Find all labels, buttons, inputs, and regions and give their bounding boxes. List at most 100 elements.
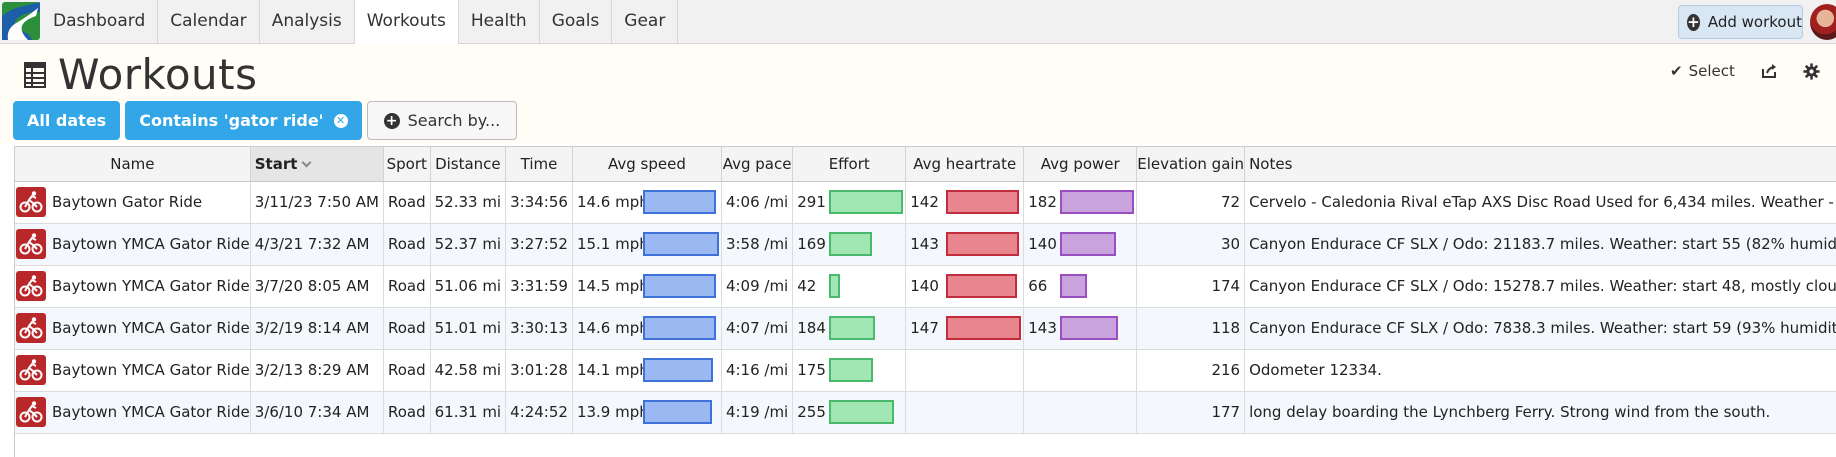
table-row[interactable]: Baytown Gator Ride 3/11/23 7:50 AM Road 52.…: [15, 181, 1836, 224]
contains-label: Contains 'gator ride': [139, 111, 324, 130]
search-by-button[interactable]: + Search by...: [366, 101, 518, 140]
avg-heartrate-cell: 142: [905, 181, 1025, 224]
workout-name[interactable]: Baytown YMCA Gator Ride: [52, 277, 250, 295]
workout-name[interactable]: Baytown YMCA Gator Ride: [52, 235, 250, 253]
avg-power-value: 66: [1028, 277, 1048, 295]
select-label: Select: [1688, 62, 1735, 80]
avg-heartrate-value: 147: [910, 319, 939, 337]
avg-power-cell: 143: [1023, 307, 1138, 350]
avg-speed-value: 13.9 mph: [576, 403, 649, 421]
avg-power-bar: [1060, 316, 1119, 340]
effort-value: 291: [797, 193, 826, 211]
col-header-avg-heartrate[interactable]: Avg heartrate: [905, 147, 1025, 182]
plus-circle-icon: +: [383, 112, 400, 129]
name-cell[interactable]: Baytown YMCA Gator Ride: [15, 223, 251, 266]
workout-name[interactable]: Baytown YMCA Gator Ride: [52, 403, 250, 421]
top-nav: Dashboard Calendar Analysis Workouts Hea…: [0, 0, 1836, 45]
workouts-table: Name Start Sport Distance Time Avg speed…: [14, 146, 1836, 457]
time-cell: 3:30:13: [505, 307, 573, 350]
avg-pace-cell: 3:58 /mi: [721, 223, 794, 266]
distance-cell: 52.33 mi: [430, 181, 507, 224]
name-cell[interactable]: Baytown YMCA Gator Ride: [15, 349, 251, 392]
avg-heartrate-cell: 147: [905, 307, 1025, 350]
effort-cell: 169: [792, 223, 907, 266]
tab-dashboard[interactable]: Dashboard: [41, 0, 159, 44]
avg-heartrate-cell: 143: [905, 223, 1025, 266]
avg-heartrate-value: 143: [910, 235, 939, 253]
col-header-avg-speed[interactable]: Avg speed: [572, 147, 722, 182]
avg-heartrate-bar: [946, 232, 1020, 256]
table-row[interactable]: Baytown YMCA Gator Ride 3/6/10 7:34 AM Roa…: [15, 391, 1836, 434]
avg-speed-value: 14.6 mph: [576, 319, 649, 337]
share-icon[interactable]: [1761, 63, 1777, 79]
col-header-name[interactable]: Name: [15, 147, 251, 182]
col-header-distance[interactable]: Distance: [430, 147, 507, 182]
contains-filter[interactable]: Contains 'gator ride' ✕: [125, 101, 362, 140]
effort-cell: 291: [792, 181, 907, 224]
effort-cell: 255: [792, 391, 907, 434]
effort-bar: [829, 274, 841, 298]
tab-gear[interactable]: Gear: [612, 0, 679, 44]
effort-cell: 184: [792, 307, 907, 350]
tab-health[interactable]: Health: [459, 0, 540, 44]
start-cell: 3/2/19 8:14 AM: [250, 307, 384, 350]
add-workout-label: Add workout: [1707, 13, 1802, 31]
name-cell[interactable]: Baytown YMCA Gator Ride: [15, 391, 251, 434]
avg-power-bar: [1060, 274, 1088, 298]
name-cell[interactable]: Baytown YMCA Gator Ride: [15, 265, 251, 308]
effort-value: 169: [797, 235, 826, 253]
tab-calendar[interactable]: Calendar: [158, 0, 260, 44]
avg-power-bar: [1060, 190, 1135, 214]
name-cell[interactable]: Baytown YMCA Gator Ride: [15, 307, 251, 350]
all-dates-filter[interactable]: All dates: [13, 101, 121, 140]
table-row[interactable]: Baytown YMCA Gator Ride 3/7/20 8:05 AM Roa…: [15, 265, 1836, 308]
tab-analysis[interactable]: Analysis: [260, 0, 355, 44]
avg-power-cell: [1023, 349, 1138, 392]
effort-cell: 175: [792, 349, 907, 392]
avg-heartrate-cell: [905, 391, 1025, 434]
tab-workouts[interactable]: Workouts: [354, 0, 459, 45]
col-header-avg-pace[interactable]: Avg pace: [721, 147, 794, 182]
avg-power-cell: 66: [1023, 265, 1138, 308]
avg-pace-cell: 4:06 /mi: [721, 181, 794, 224]
notes-cell: long delay boarding the Lynchberg Ferry.…: [1244, 391, 1836, 434]
tab-goals[interactable]: Goals: [540, 0, 613, 44]
avg-heartrate-bar: [946, 274, 1018, 298]
app-logo-icon[interactable]: [2, 2, 40, 40]
col-header-notes[interactable]: Notes: [1244, 147, 1836, 182]
avg-speed-value: 14.5 mph: [576, 277, 649, 295]
col-header-time[interactable]: Time: [505, 147, 573, 182]
cycling-icon: [16, 271, 46, 301]
elevation-gain-cell: 118: [1136, 307, 1246, 350]
effort-cell: 42: [792, 265, 907, 308]
gear-icon[interactable]: [1803, 62, 1820, 80]
notes-cell: Canyon Endurace CF SLX / Odo: 7838.3 mil…: [1244, 307, 1836, 350]
col-header-avg-power[interactable]: Avg power: [1023, 147, 1138, 182]
avatar[interactable]: [1810, 4, 1836, 40]
col-header-sport[interactable]: Sport: [383, 147, 431, 182]
workout-name[interactable]: Baytown YMCA Gator Ride: [52, 319, 250, 337]
sport-cell: Road: [383, 265, 431, 308]
avg-heartrate-value: 142: [910, 193, 939, 211]
col-header-elevation-gain[interactable]: Elevation gain: [1136, 147, 1246, 182]
col-header-effort[interactable]: Effort: [792, 147, 907, 182]
close-circle-icon[interactable]: ✕: [333, 113, 348, 128]
col-header-start[interactable]: Start: [250, 147, 384, 182]
workout-name[interactable]: Baytown Gator Ride: [52, 193, 203, 211]
avg-heartrate-cell: 140: [905, 265, 1025, 308]
table-row[interactable]: Baytown YMCA Gator Ride 3/2/13 8:29 AM Roa…: [15, 349, 1836, 392]
avg-speed-bar: [642, 274, 716, 298]
cycling-icon: [16, 229, 46, 259]
page-title-group: Workouts: [24, 50, 258, 99]
avg-speed-cell: 14.6 mph: [572, 307, 722, 350]
avg-power-cell: 140: [1023, 223, 1138, 266]
table-row[interactable]: Baytown YMCA Gator Ride 4/3/21 7:32 AM Roa…: [15, 223, 1836, 266]
avg-speed-bar: [642, 190, 716, 214]
name-cell[interactable]: Baytown Gator Ride: [15, 181, 251, 224]
select-button[interactable]: ✔ Select: [1670, 62, 1735, 80]
avg-speed-bar: [642, 232, 719, 256]
sport-cell: Road: [383, 391, 431, 434]
add-workout-button[interactable]: + Add workout: [1678, 5, 1803, 39]
table-row[interactable]: Baytown YMCA Gator Ride 3/2/19 8:14 AM Roa…: [15, 307, 1836, 350]
workout-name[interactable]: Baytown YMCA Gator Ride: [52, 361, 250, 379]
